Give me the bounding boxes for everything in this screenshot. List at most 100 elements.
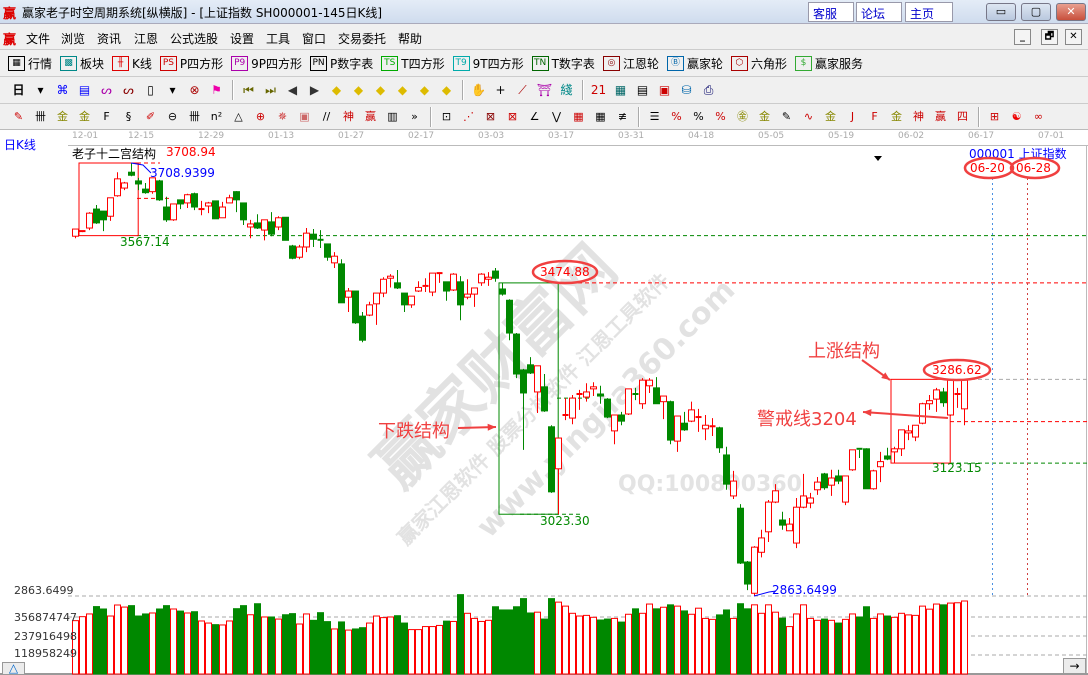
toggle-panel-button[interactable]: △ [2,662,25,675]
yin-yang-icon[interactable]: ☯ [1011,109,1022,123]
next-icon[interactable]: ▶ [309,83,320,97]
grid-2-icon[interactable]: ▦ [595,109,606,123]
shen-angle-icon[interactable]: 神 [913,109,924,123]
menu-item[interactable]: 工具 [266,32,291,46]
zoom-out-icon[interactable]: ◆ [441,83,452,97]
menu-item[interactable]: 帮助 [398,32,423,46]
toolbar-item[interactable]: ▩ 板块 [60,55,104,72]
save-icon[interactable]: ▣ [658,83,671,97]
calendar-icon[interactable]: 21 [590,83,607,97]
menu-item[interactable]: 江恩 [134,32,159,46]
menu-item[interactable]: 资讯 [97,32,122,46]
gate-icon[interactable]: ⛩ [536,83,553,97]
pen-icon[interactable]: ✎ [13,109,24,123]
toolbar-item[interactable]: PN P数字表 [310,55,373,72]
more-icon[interactable]: » [411,109,418,123]
percent-icon[interactable]: % [693,109,704,123]
hand-icon[interactable]: ✋ [471,83,486,97]
forum-button[interactable]: 论坛 [856,2,902,22]
web-icon[interactable]: ✵ [277,109,288,123]
pen-lines-icon[interactable]: ✎ [781,109,792,123]
triangle-icon[interactable]: △ [234,109,243,123]
flag-icon[interactable]: ⚑ [211,83,222,97]
expand-icon[interactable]: ◆ [375,83,386,97]
network-icon[interactable]: ⛁ [681,83,692,97]
first-icon[interactable]: ⏮ [243,83,254,97]
j-angle-icon[interactable]: J [850,109,855,123]
period-selector[interactable]: 日 [12,83,25,97]
circle-ruler-icon[interactable]: ⊖ [167,109,178,123]
fan-icon[interactable]: ⋰ [463,109,474,123]
percent-lines-icon[interactable]: % [715,109,726,123]
menu-item[interactable]: 交易委托 [338,32,387,46]
mdi-restore-button[interactable]: 🗗 [1041,29,1058,45]
box-fan-2-icon[interactable]: ⊠ [507,109,518,123]
toolbar-item[interactable]: ╫ K线 [112,55,152,72]
toolbar-item[interactable]: T9 9T四方形 [452,55,524,72]
menu-item[interactable]: 窗口 [302,32,327,46]
crosshair-icon[interactable]: + [495,83,506,97]
grid-icon[interactable]: ▦ [573,109,584,123]
last-icon[interactable]: ⏭ [265,83,276,97]
menu-item[interactable]: 公式选股 [170,32,219,46]
ruler-icon[interactable]: ▥ [387,109,398,123]
mdi-minimize-button[interactable]: _ [1014,29,1031,45]
clipboard-icon[interactable]: ▤ [78,83,91,97]
toolbar-item[interactable]: Ⓑ 赢家轮 [666,55,723,72]
indicator-icon[interactable]: ⊗ [189,83,200,97]
four-angle-icon[interactable]: 四 [957,109,968,123]
prev-icon[interactable]: ◀ [287,83,298,97]
box-fan-icon[interactable]: ⊠ [485,109,496,123]
shen-icon[interactable]: 神 [343,109,354,123]
toolbar-item[interactable]: $ 赢家服务 [794,55,863,72]
square-web-icon[interactable]: ▣ [299,109,310,123]
printer-icon[interactable]: ⎙ [703,83,714,97]
candle-type-icon[interactable]: ▯ [147,83,154,97]
candle-type-dropdown-icon[interactable]: ▾ [169,83,176,97]
multi-lines-icon[interactable]: ≢ [617,109,628,123]
list-lines-icon[interactable]: ☰ [649,109,660,123]
toolbar-item[interactable]: TN T数字表 [531,55,595,72]
hash-lines-icon[interactable]: 卌 [189,109,200,123]
toolbar-item[interactable]: P9 9P四方形 [231,55,302,72]
fib-icon[interactable]: F [103,109,110,123]
grid-yellow-icon[interactable]: ⊞ [989,109,1000,123]
calculator-icon[interactable]: ▦ [614,83,627,97]
mdi-close-button[interactable]: ✕ [1065,29,1082,45]
minimize-button[interactable]: ▭ [986,3,1016,21]
gold-angle-icon[interactable]: 金 [891,109,902,123]
gold-lines-2-icon[interactable]: 金 [79,109,90,123]
shrink-icon[interactable]: ◆ [397,83,408,97]
gold-circle-icon[interactable]: ㊎ [737,109,748,123]
wave-text-icon[interactable]: 綫 [560,83,573,97]
wave3-icon[interactable]: ᔕ [101,83,112,97]
angle-icon[interactable]: ∠ [529,109,540,123]
box-icon[interactable]: ⊡ [441,109,452,123]
toolbar-item[interactable]: ◎ 江恩轮 [602,55,659,72]
toolbar-item[interactable]: ▦ 行情 [8,55,52,72]
menu-item[interactable]: 文件 [26,32,51,46]
ying-angle-icon[interactable]: 赢 [935,109,946,123]
shift-right-icon[interactable]: ◆ [353,83,364,97]
notes-icon[interactable]: ▤ [636,83,649,97]
maximize-button[interactable]: ▢ [1021,3,1051,21]
gold-lines-3-icon[interactable]: 金 [759,109,770,123]
spiral-icon[interactable]: § [125,109,132,123]
gold-lines-icon[interactable]: 金 [57,109,68,123]
gold-line-icon[interactable]: 金 [825,109,836,123]
f-angle-icon[interactable]: F [871,109,878,123]
parallel-lines-icon[interactable]: 卌 [35,109,46,123]
homepage-button[interactable]: 主页 [905,2,953,22]
pen-ruler-icon[interactable]: ✐ [145,109,156,123]
slash-lines-icon[interactable]: // [322,109,331,123]
sine-icon[interactable]: ∿ [803,109,814,123]
target-icon[interactable]: ⊕ [255,109,266,123]
toolbar-item[interactable]: ⬡ 六角形 [730,55,787,72]
toolbar-item[interactable]: PS P四方形 [159,55,223,72]
close-button[interactable]: ✕ [1056,3,1086,21]
infinity-icon[interactable]: ∞ [1033,109,1044,123]
percent-line-icon[interactable]: % [671,109,682,123]
overlay-icon[interactable]: ⌘ [56,83,69,97]
menu-item[interactable]: 设置 [230,32,255,46]
line-tool-icon[interactable]: ⟋ [518,83,527,97]
